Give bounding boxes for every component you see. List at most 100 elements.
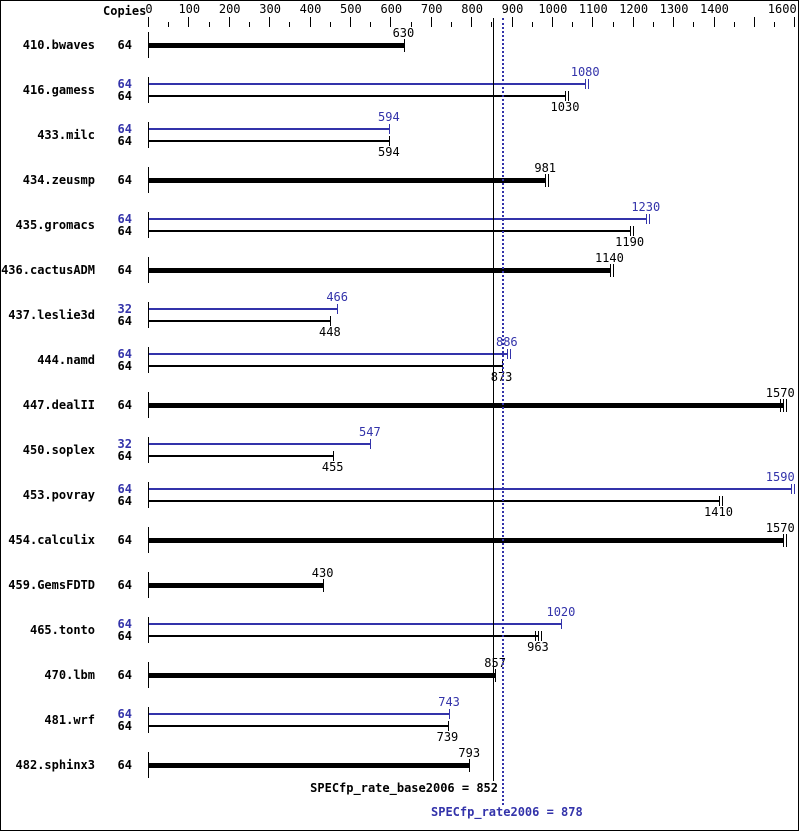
peak-bar	[149, 308, 338, 310]
run-mark	[786, 398, 788, 412]
row-axis-stub	[148, 752, 149, 778]
axis-tick-label: 200	[218, 2, 241, 16]
bar-value-label: 1020	[546, 605, 576, 619]
axis-minor-tick	[451, 22, 452, 27]
benchmark-name-label: 444.namd	[37, 353, 95, 367]
base-bar	[149, 582, 323, 588]
benchmark-name-label: 436.cactusADM	[1, 263, 95, 277]
benchmark-name-label: 416.gamess	[22, 83, 95, 97]
copies-label: 64	[117, 173, 132, 187]
base-bar	[149, 177, 546, 183]
run-mark	[369, 439, 371, 449]
benchmark-name-label: 453.povray	[22, 488, 95, 502]
row-axis-stub	[148, 662, 149, 688]
axis-minor-tick	[612, 22, 614, 27]
axis-minor-tick	[168, 22, 170, 27]
peak-bar	[149, 443, 370, 445]
axis-tick-label: 300	[259, 2, 281, 16]
copies-label: 64	[117, 38, 132, 52]
base-bar	[149, 320, 330, 322]
copies-label: 64	[117, 347, 132, 361]
base-bar	[149, 725, 448, 727]
axis-major-tick	[471, 17, 473, 27]
run-mark	[645, 214, 647, 224]
bar-value-label: 1080	[570, 65, 600, 79]
base-bar	[149, 537, 784, 543]
bar-value-label: 743	[438, 695, 460, 709]
run-mark	[538, 631, 540, 641]
benchmark-name-label: 454.calculix	[8, 533, 95, 547]
benchmark-name-label: 459.GemsFDTD	[8, 578, 95, 592]
copies-column-header: Copies	[103, 4, 147, 18]
row-axis-stub	[148, 392, 149, 418]
bar-value-label: 1140	[594, 251, 624, 265]
bar-value-label: 1190	[615, 235, 645, 249]
bar-value-label: 1230	[631, 200, 661, 214]
axis-major-tick	[269, 17, 271, 27]
axis-tick-label: 900	[501, 2, 524, 16]
copies-label: 64	[117, 224, 132, 238]
axis-major-tick	[350, 17, 351, 27]
bar-value-label: 1030	[550, 100, 580, 114]
bar-value-label: 594	[378, 145, 400, 159]
run-mark	[469, 758, 471, 772]
copies-label: 64	[117, 629, 132, 643]
axis-minor-tick	[774, 22, 776, 27]
run-mark	[545, 173, 547, 187]
bar-value-label: 1570	[765, 386, 795, 400]
axis-major-tick	[754, 17, 755, 27]
run-mark	[786, 533, 788, 547]
peak-score-summary: SPECfp_rate2006 = 878	[431, 805, 583, 819]
run-mark	[585, 79, 587, 89]
axis-major-tick	[713, 17, 715, 27]
row-axis-stub	[148, 212, 149, 238]
base-bar	[149, 140, 389, 142]
row-axis-stub	[148, 32, 149, 58]
axis-tick-label: 1100	[578, 2, 608, 16]
base-bar	[149, 95, 566, 97]
row-axis-stub	[148, 617, 149, 643]
axis-tick-label: 1200	[619, 2, 649, 16]
peak-bar	[149, 713, 450, 715]
run-mark	[565, 91, 567, 101]
copies-label: 64	[117, 314, 132, 328]
peak-bar	[149, 83, 586, 85]
axis-tick-label: 0	[145, 2, 153, 16]
axis-minor-tick	[370, 22, 372, 27]
bar-value-label: 886	[495, 335, 518, 349]
benchmark-name-label: 447.dealII	[22, 398, 95, 412]
run-mark	[648, 214, 650, 224]
run-mark	[322, 578, 324, 592]
copies-label: 64	[117, 212, 132, 226]
axis-tick-label: 1400	[700, 2, 729, 16]
bar-value-label: 739	[436, 730, 459, 744]
base-bar	[149, 42, 404, 48]
bar-value-label: 1590	[765, 470, 795, 484]
benchmark-name-label: 435.gromacs	[15, 218, 95, 232]
axis-tick-label: 100	[178, 2, 201, 16]
bar-value-label: 963	[527, 640, 549, 654]
row-axis-stub	[148, 167, 149, 193]
peak-bar	[149, 218, 646, 220]
row-axis-stub	[148, 122, 149, 148]
axis-tick-label: 1000	[538, 2, 568, 16]
axis-tick-label: 700	[420, 2, 443, 16]
base-bar	[149, 402, 784, 408]
axis-tick-label: 500	[340, 2, 362, 16]
bar-value-label: 1570	[765, 521, 795, 535]
run-mark	[449, 709, 451, 719]
run-mark	[506, 349, 508, 359]
run-mark	[561, 619, 563, 629]
bar-value-label: 448	[319, 325, 341, 339]
axis-major-tick	[228, 17, 230, 27]
run-mark	[541, 631, 543, 641]
row-axis-stub	[148, 257, 149, 283]
axis-major-tick	[632, 17, 634, 27]
peak-bar	[149, 353, 507, 355]
benchmark-name-label: 470.lbm	[44, 668, 95, 682]
base-bar	[149, 762, 470, 768]
axis-minor-tick	[410, 22, 412, 27]
bar-value-label: 857	[484, 656, 506, 670]
row-axis-stub	[148, 347, 149, 373]
